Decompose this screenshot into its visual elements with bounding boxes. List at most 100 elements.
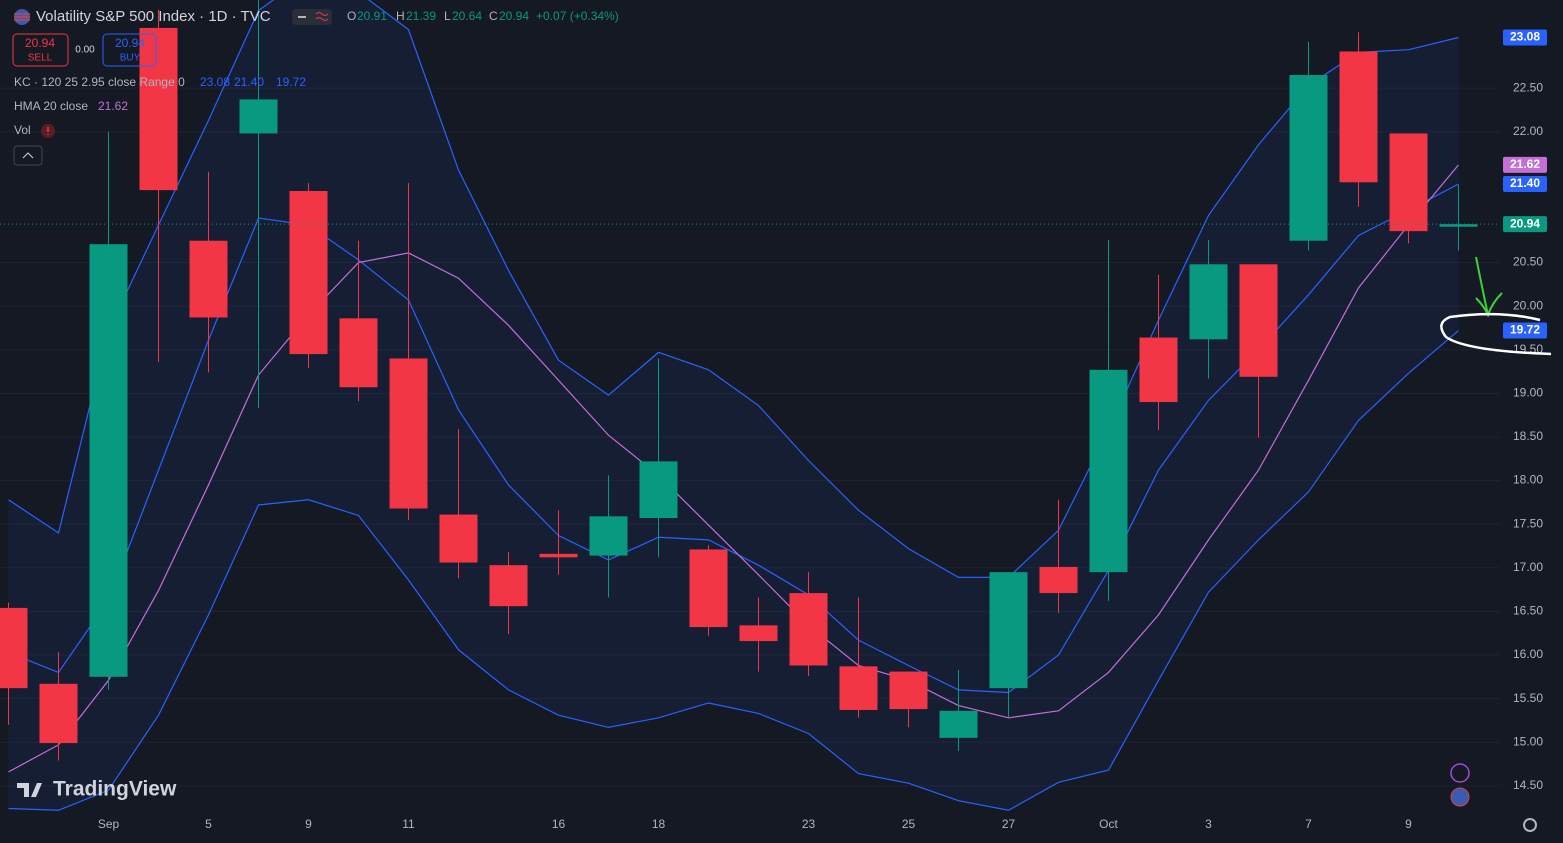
x-tick-label: 11 [402,817,415,831]
annotation [1440,256,1552,356]
alert-icon[interactable] [1450,763,1470,783]
x-tick-label: 18 [652,817,666,831]
price-label-box [1503,29,1547,46]
ohlc-value: 20.94 [499,9,529,23]
watermark-logo [17,783,42,797]
price-label-box [1503,156,1547,173]
watermark-group: TradingView [17,778,177,801]
price-label: 23.08 [1510,30,1540,44]
candle-body [1189,264,1228,340]
candle-body [1089,369,1128,573]
price-label: 20.94 [1510,216,1540,230]
candle-body [39,683,78,744]
y-tick-label: 22.50 [1513,80,1543,94]
x-tick-label: 25 [902,817,916,831]
y-tick-label: 20.00 [1513,298,1543,312]
candle-body [1439,224,1478,227]
candle-body [1239,264,1278,377]
x-tick-label: 9 [1405,817,1412,831]
x-tick-label: 16 [552,817,566,831]
candle-body [1139,337,1178,403]
candle-body [839,666,878,710]
symbol-title: Volatility S&P 500 Index · 1D · TVC [36,8,271,25]
candle-body [139,27,178,191]
candle-body [689,549,728,628]
ohlc-letter: O [347,9,356,23]
collapse-icon [22,152,34,159]
candle-body [339,318,378,388]
indicator-line [8,164,1459,773]
ohlc-letter: H [396,9,405,23]
candle-body [589,516,628,556]
plot-area [0,0,1500,811]
y-tick-label: 18.00 [1513,473,1543,487]
buy-label: BUY [120,53,141,64]
candle-body [289,191,328,355]
spread: 0.00 [75,45,95,56]
x-tick-label: 7 [1305,817,1312,831]
x-tick-label: 3 [1205,817,1212,831]
x-tick-label: Oct [1099,817,1118,831]
candle-body [0,607,28,689]
candle-body [1339,51,1378,183]
country-icon[interactable] [1450,787,1470,807]
candle-body [1039,566,1078,594]
ohlc-value: 21.39 [406,9,436,23]
y-tick-label: 16.50 [1513,604,1543,618]
indicator-label: KC · 120 25 2.95 close Range 0 [14,75,185,89]
y-tick-label: 17.00 [1513,560,1543,574]
indicator-label: HMA 20 close [14,99,88,113]
compare-button[interactable] [292,9,332,25]
x-tick-label: Sep [98,817,120,831]
legend: Volatility S&P 500 Index · 1D · TVC O 20… [12,8,619,166]
y-tick-label: 17.50 [1513,516,1543,530]
indicator-line [8,330,1459,811]
indicator-label: Vol [14,123,31,137]
x-tick-label: 9 [305,817,312,831]
candle-body [889,671,928,710]
candle-body [739,625,778,642]
ohlc-letter: L [444,9,451,23]
settings-icon[interactable] [1523,818,1537,832]
collapse-button[interactable] [13,145,43,166]
y-tick-label: 18.50 [1513,429,1543,443]
price-label: 21.62 [1510,157,1540,171]
candle-body [1289,75,1328,241]
sell-button[interactable] [12,33,69,67]
ohlc-value: 20.64 [452,9,482,23]
candle-body [639,461,678,519]
y-tick-label: 15.00 [1513,734,1543,748]
hand-circle [1440,312,1552,356]
watermark: TradingView [53,778,177,801]
indicator-value: 21.62 [98,99,128,113]
y-tick-label: 16.00 [1513,647,1543,661]
candle-body [539,553,578,558]
candle-body [789,593,828,666]
candle-body [1389,133,1428,232]
sell-price: 20.94 [25,36,55,50]
indicator-line [8,0,1459,578]
candle-body [989,572,1028,689]
compare-wave [315,12,329,21]
x-tick-label: 27 [1002,817,1016,831]
flag-stripes [14,13,30,21]
y-tick-label: 22.00 [1513,124,1543,138]
candle-body [939,710,978,738]
buy-price: 20.94 [115,36,145,50]
y-tick-label: 19.00 [1513,386,1543,400]
buy-button[interactable] [102,33,157,67]
y-tick-label: 15.50 [1513,691,1543,705]
price-label: 19.72 [1510,323,1540,337]
indicator-value: 21.40 [234,75,264,89]
candle-body [89,244,128,677]
ohlc-value: 20.91 [357,9,387,23]
band-fill [8,0,1459,811]
x-tick-label: 23 [802,817,816,831]
candle-body [189,240,228,318]
change: +0.07 (+0.34%) [536,9,619,23]
y-tick-label: 20.50 [1513,255,1543,269]
x-tick-label: 5 [205,817,212,831]
price-label-box [1503,322,1547,339]
price-label-box [1503,216,1547,233]
